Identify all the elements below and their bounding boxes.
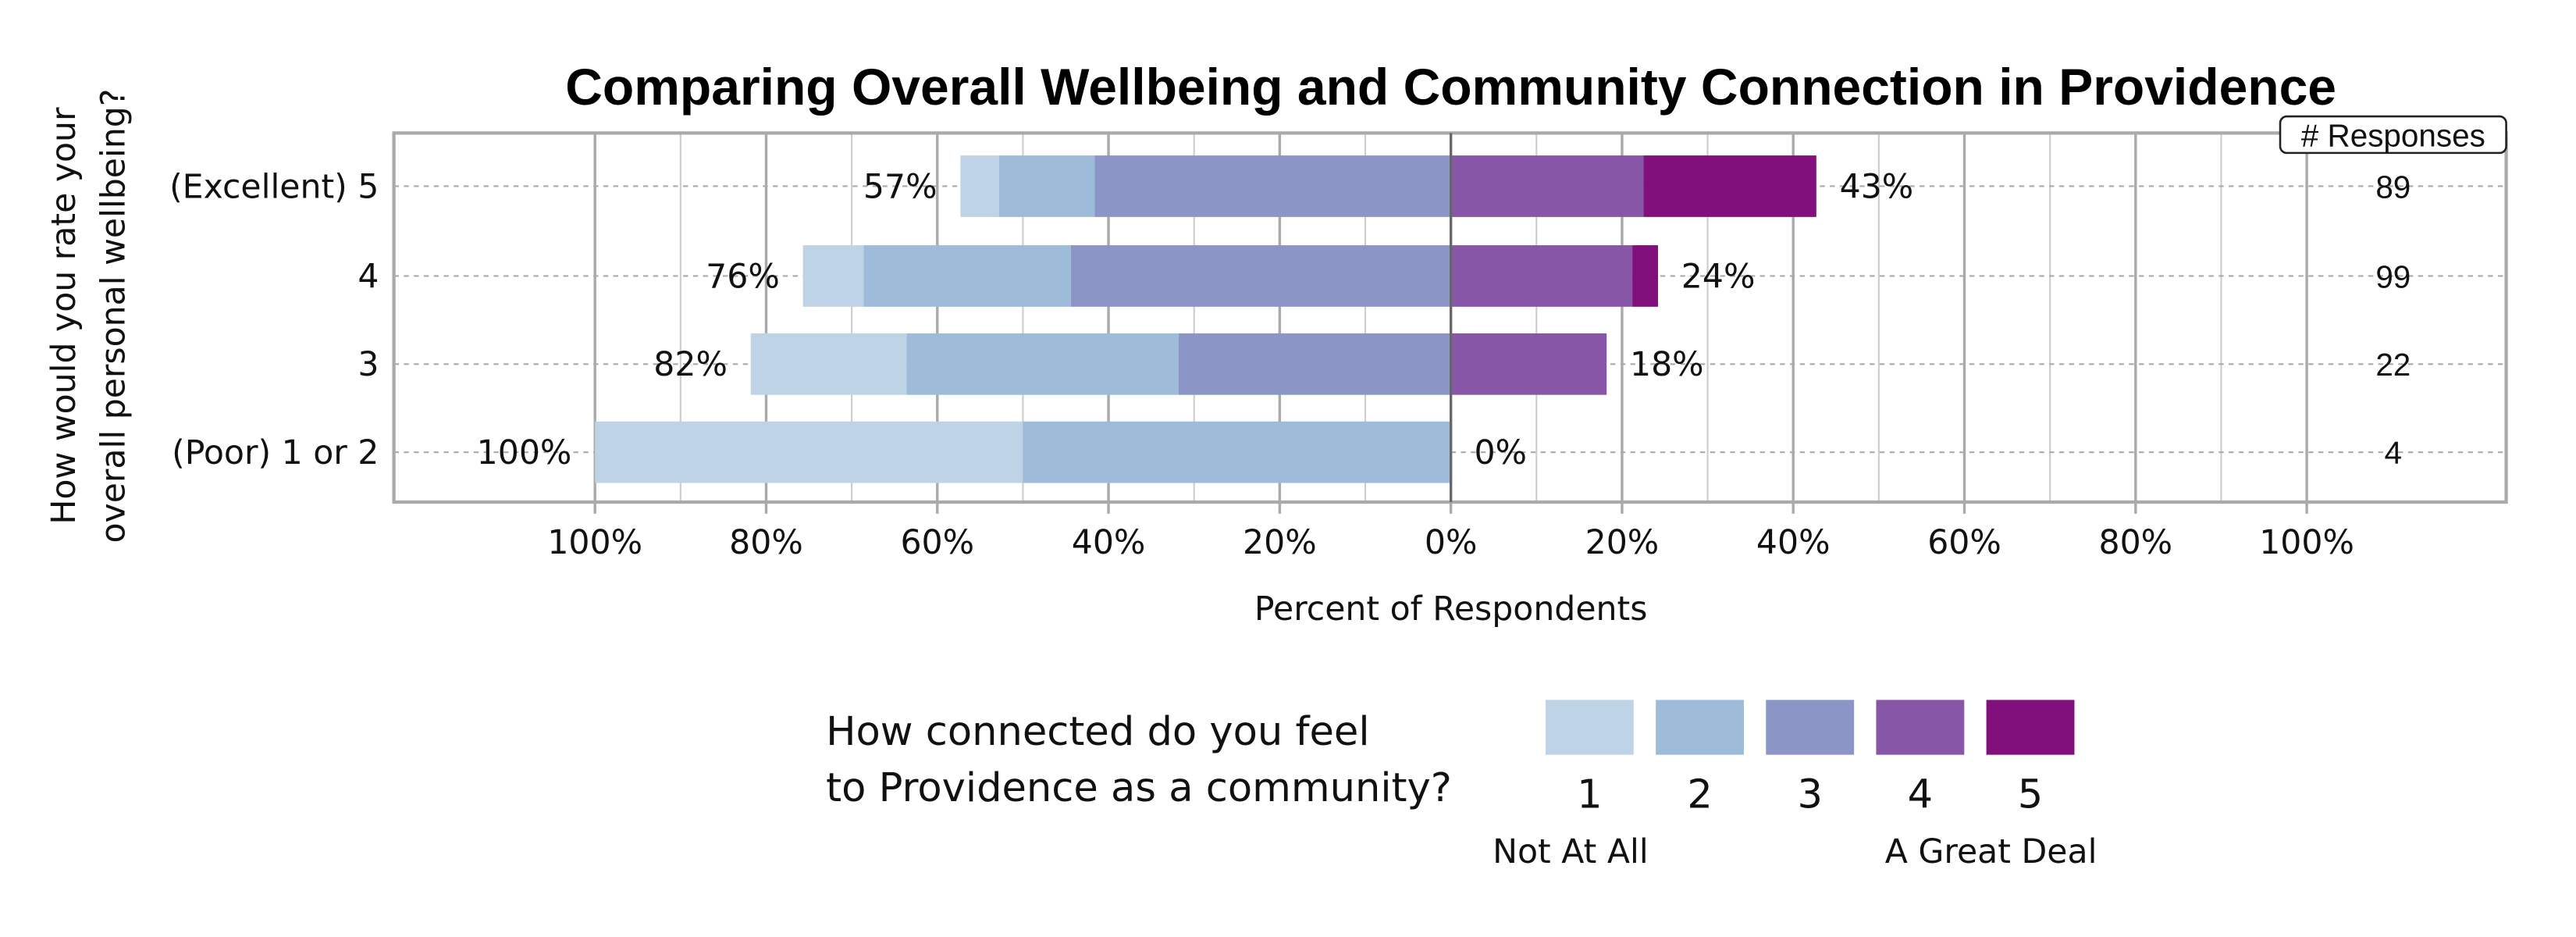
bar-segment-3 xyxy=(1178,333,1451,395)
responses-count: 22 xyxy=(2375,347,2411,383)
responses-header-box xyxy=(2279,115,2507,155)
labels: 100% 80% 60% 40% 20% 0% 20% 40% 60% 80% 100%(Excel… xyxy=(169,167,2411,562)
y-axis-label-line2: overall personal wellbeing? xyxy=(94,89,133,543)
bar-segment-5 xyxy=(1643,155,1816,217)
x-axis-label: Percent of Respondents xyxy=(1254,590,1648,629)
x-tick-label: 80% xyxy=(729,523,803,562)
bar-segment-4 xyxy=(1450,245,1633,307)
y-axis-label-line1: How would you rate your xyxy=(44,107,84,525)
y-tick-label: 4 xyxy=(358,257,379,296)
x-tick-label: 100% xyxy=(2259,523,2354,562)
legend-swatch-1 xyxy=(1546,700,1634,755)
y-tick-label: (Poor) 1 or 2 xyxy=(172,433,379,472)
x-tick-label: 0% xyxy=(1425,523,1478,562)
right-percent-label: 43% xyxy=(1840,167,1914,206)
bar-segment-3 xyxy=(1070,245,1451,307)
x-tick-label: 40% xyxy=(1072,523,1146,562)
left-percent-label: 76% xyxy=(706,257,780,296)
bar-segment-4 xyxy=(1450,155,1644,217)
bar-segment-1 xyxy=(802,245,864,307)
bar-segment-1 xyxy=(595,421,1023,483)
bar-segment-2 xyxy=(998,155,1095,217)
legend-swatch-4 xyxy=(1876,700,1965,755)
bar-segment-2 xyxy=(863,245,1071,307)
bar-segment-3 xyxy=(1094,155,1451,217)
y-tick-label: 3 xyxy=(358,345,379,384)
responses-header: # Responses xyxy=(2301,117,2485,153)
x-tick-label: 80% xyxy=(2098,523,2172,562)
legend-key-label: 2 xyxy=(1687,772,1713,818)
left-percent-label: 57% xyxy=(863,167,938,206)
legend-title-line2: to Providence as a community? xyxy=(826,765,1452,811)
legend-title-line1: How connected do you feel xyxy=(826,709,1369,755)
bar-segment-2 xyxy=(906,333,1179,395)
legend-key-label: 3 xyxy=(1797,772,1823,818)
responses-count: 89 xyxy=(2375,169,2411,205)
bar-segment-1 xyxy=(750,333,907,395)
bar-segment-5 xyxy=(1632,245,1658,307)
bar-segment-2 xyxy=(1023,421,1451,483)
left-percent-label: 82% xyxy=(653,345,728,384)
legend-swatch-3 xyxy=(1766,700,1855,755)
legend-swatch-2 xyxy=(1656,700,1744,755)
legend-key-label: 1 xyxy=(1577,772,1603,818)
legend-low-label: Not At All xyxy=(1493,832,1649,871)
chart-title: Comparing Overall Wellbeing and Communit… xyxy=(565,58,2336,116)
bar-segment-4 xyxy=(1450,333,1607,395)
right-percent-label: 0% xyxy=(1474,433,1527,472)
legend-key-label: 4 xyxy=(1908,772,1933,818)
x-tick-label: 60% xyxy=(1927,523,2001,562)
x-tick-label: 20% xyxy=(1585,523,1660,562)
x-tick-label: 60% xyxy=(900,523,974,562)
x-tick-label: 100% xyxy=(547,523,642,562)
legend-key-label: 5 xyxy=(2018,772,2044,818)
legend-high-label: A Great Deal xyxy=(1885,832,2097,871)
right-percent-label: 24% xyxy=(1681,257,1756,296)
right-percent-label: 18% xyxy=(1630,345,1704,384)
responses-count: 4 xyxy=(2385,435,2403,471)
legend-swatch-5 xyxy=(1986,700,2075,755)
left-percent-label: 100% xyxy=(477,433,572,472)
y-tick-label: (Excellent) 5 xyxy=(169,167,379,206)
bars xyxy=(595,155,1816,483)
responses-count: 99 xyxy=(2375,258,2411,294)
bar-segment-1 xyxy=(960,155,999,217)
x-tick-label: 40% xyxy=(1756,523,1831,562)
x-tick-label: 20% xyxy=(1243,523,1317,562)
legend: How connected do you feel to Providence … xyxy=(826,700,2097,871)
